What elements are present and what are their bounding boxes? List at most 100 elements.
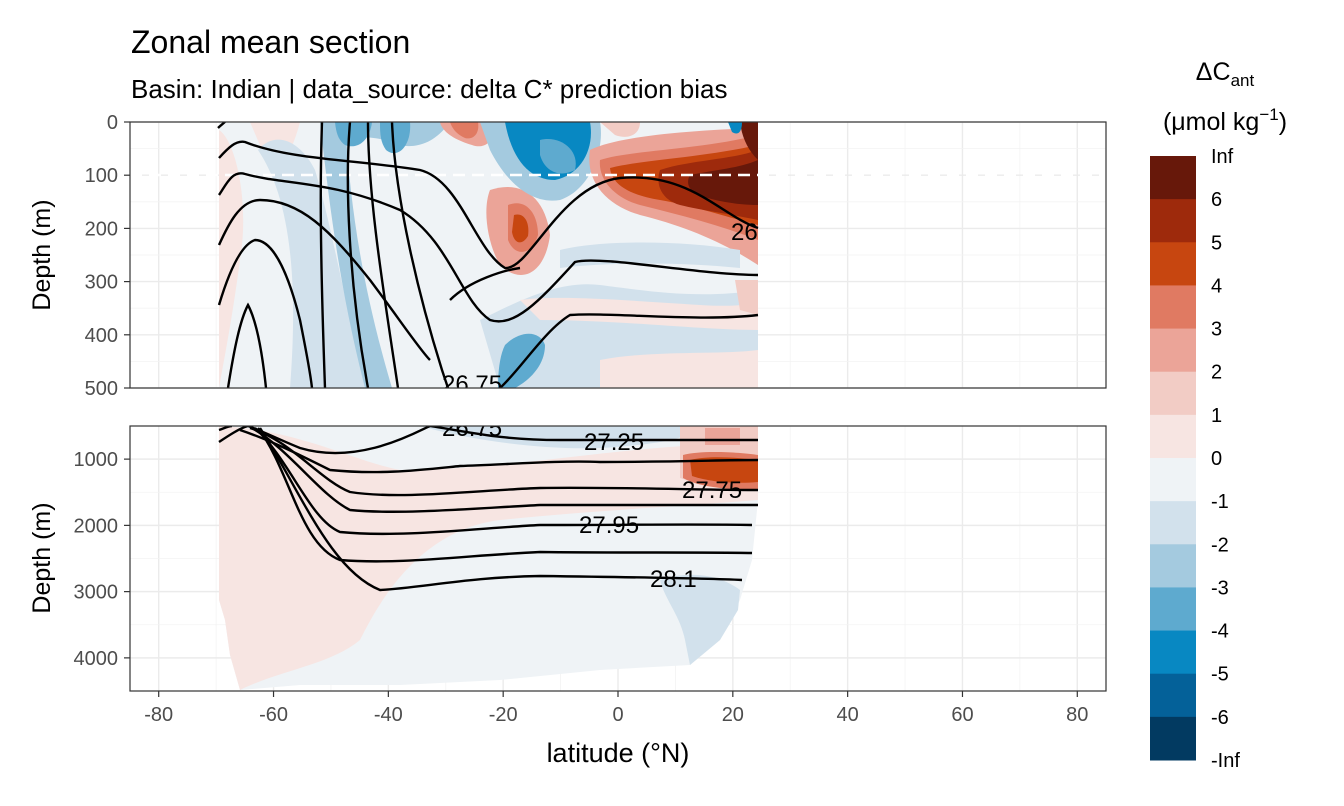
legend-title: ΔCant <box>1196 58 1255 90</box>
legend-break-label: 0 <box>1211 448 1222 470</box>
top-isopycnal <box>217 238 314 388</box>
y-tick-label: 100 <box>85 165 118 187</box>
x-axis: -80 -60 -40 -20 0 20 40 60 80 <box>144 691 1088 726</box>
x-tick-label: 60 <box>951 704 973 726</box>
top-isopycnal <box>319 122 327 388</box>
top-isopycnal <box>346 122 370 388</box>
y-axis-title-top: Depth (m) <box>28 199 56 310</box>
legend-break-label: Inf <box>1211 146 1234 168</box>
top-positive-patch <box>600 350 758 388</box>
legend-swatch <box>1150 371 1196 416</box>
legend-break-label: -3 <box>1211 577 1229 599</box>
bottom-isopycnal <box>249 426 759 497</box>
top-isopycnal <box>217 122 227 129</box>
top-isopycnal <box>226 302 268 388</box>
legend-break-label: 5 <box>1211 232 1222 254</box>
legend-swatch <box>1150 716 1196 761</box>
legend-break-label: -1 <box>1211 491 1229 513</box>
top-isopycnal <box>218 172 759 323</box>
x-tick-label: -80 <box>144 704 173 726</box>
bottom-y-axis: 1000 2000 3000 4000 <box>74 449 130 670</box>
legend-swatch <box>1150 242 1196 286</box>
top-panel-fill: 26 26.75 <box>130 122 1106 398</box>
top-positive-patch <box>740 122 758 160</box>
legend-break-label: -4 <box>1211 621 1229 643</box>
legend-break-label: 1 <box>1211 405 1222 427</box>
chart-subtitle: Basin: Indian | data_source: delta C* pr… <box>131 74 728 104</box>
top-negative-patch <box>335 122 372 147</box>
top-negative-patch <box>380 122 411 154</box>
legend-swatch <box>1150 673 1196 718</box>
bottom-isopycnal <box>218 426 431 455</box>
legend-break-label: 2 <box>1211 362 1222 384</box>
legend-swatch <box>1150 630 1196 675</box>
y-tick-label: 400 <box>85 325 118 347</box>
contour-label: 26.75 <box>442 415 502 442</box>
bottom-positive-patch <box>690 457 758 483</box>
top-isopycnal <box>217 198 431 361</box>
contour-label: 27.95 <box>579 512 639 539</box>
top-negative-patch <box>728 122 742 134</box>
x-axis-title: latitude (°N) <box>547 738 690 768</box>
legend-break-label: -6 <box>1211 707 1229 729</box>
top-isopycnal <box>499 313 759 388</box>
x-tick-label: 40 <box>837 704 859 726</box>
top-positive-patch <box>688 160 758 205</box>
bottom-negative-patch <box>420 426 700 449</box>
legend-break-label: -2 <box>1211 534 1229 556</box>
contour-label: 27.25 <box>584 429 644 456</box>
contour-label: 26 <box>731 219 758 246</box>
color-legend: ΔCant (μmol kg−1) Inf 6 5 4 3 2 1 0 -1 -2 -3 -4 -5 -6… <box>1150 58 1287 772</box>
legend-break-label: -5 <box>1211 664 1229 686</box>
legend-colorbar <box>1150 156 1196 761</box>
chart-title: Zonal mean section <box>131 24 411 60</box>
y-tick-label: 500 <box>85 378 118 400</box>
top-positive-patch <box>735 280 758 315</box>
top-positive-patch <box>450 122 479 139</box>
y-tick-label: 1000 <box>74 449 119 471</box>
top-panel: 26 26.75 0 100 200 300 400 500 Depth (m) <box>28 112 1107 400</box>
legend-labels: Inf 6 5 4 3 2 1 0 -1 -2 -3 -4 -5 -6 -Inf <box>1211 146 1240 772</box>
legend-break-label: 6 <box>1211 189 1222 211</box>
y-tick-label: 4000 <box>74 648 119 670</box>
legend-break-label: 3 <box>1211 319 1222 341</box>
top-isopycnal <box>218 140 759 270</box>
contour-label: 28.1 <box>650 566 697 593</box>
bottom-panel-fill: 26.75 27.25 27.75 27.95 28.1 <box>218 415 759 690</box>
top-isopycnal <box>390 122 450 388</box>
bottom-isopycnal <box>254 427 753 536</box>
top-isopycnal <box>449 266 521 301</box>
bottom-isopycnal <box>251 426 758 513</box>
legend-break-label: -Inf <box>1211 750 1240 772</box>
top-panel-border <box>129 121 1107 389</box>
top-negative-patch <box>320 122 392 388</box>
bottom-isopycnal <box>257 427 753 563</box>
y-tick-label: 2000 <box>74 515 119 537</box>
x-tick-label: 20 <box>722 704 744 726</box>
legend-swatch <box>1150 501 1196 545</box>
legend-swatch <box>1150 328 1196 373</box>
top-isopycnal <box>366 122 400 388</box>
x-tick-label: -40 <box>374 704 403 726</box>
contour-label: 26.75 <box>442 371 502 398</box>
legend-break-label: 4 <box>1211 275 1222 297</box>
bottom-isopycnal <box>429 426 758 442</box>
top-negative-patch <box>498 333 545 388</box>
top-y-axis: 0 100 200 300 400 500 <box>85 112 130 400</box>
legend-swatch <box>1150 199 1196 243</box>
legend-swatch <box>1150 285 1196 330</box>
y-tick-label: 200 <box>85 218 118 240</box>
top-negative-patch <box>258 139 365 388</box>
x-tick-label: -60 <box>259 704 288 726</box>
bottom-panel: 26.75 27.25 27.75 27.95 28.1 1000 2000 300… <box>28 415 1107 692</box>
legend-swatch <box>1150 156 1196 200</box>
y-axis-title-bottom: Depth (m) <box>28 502 56 613</box>
top-positive-patch <box>520 297 758 330</box>
x-tick-label: -20 <box>489 704 518 726</box>
y-tick-label: 300 <box>85 272 118 294</box>
top-positive-patch <box>219 130 244 388</box>
x-tick-label: 80 <box>1066 704 1088 726</box>
y-tick-label: 0 <box>107 112 118 134</box>
legend-units: (μmol kg−1) <box>1163 105 1287 136</box>
